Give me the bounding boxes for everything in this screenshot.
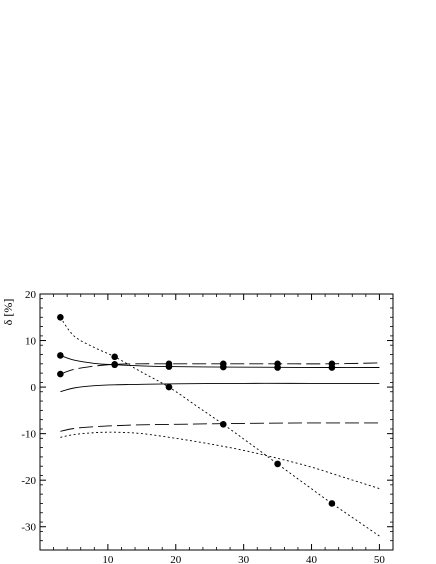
x-tick-label: 40 [306,554,318,564]
y-axis-title: δ [%] [1,299,15,326]
x-tick-label: 10 [102,554,114,564]
x-tick-label: 20 [170,554,182,564]
data-point [165,360,173,368]
data-point [111,360,118,368]
data-point [274,460,281,468]
plot-frame [39,293,394,551]
axis-ticks: 10 20 30 40 50 -30 -20 -10 0 10 20 [21,289,393,564]
data-point [219,421,227,428]
y-tick-label: 10 [25,336,37,348]
series-line-4 [60,382,380,393]
y-tick-label: 0 [31,382,37,394]
data-point [57,313,64,321]
y-tick-label: 20 [25,289,37,301]
data-point [328,500,336,507]
data-point [328,360,336,368]
data-point [274,360,281,368]
series-line-6 [60,431,380,490]
y-tick-label: -10 [21,429,36,441]
data-point [111,353,118,361]
data-point [165,383,173,391]
data-point [57,370,64,378]
y-tick-label: -20 [21,475,36,487]
x-tick-label: 30 [238,554,250,564]
series-line-2 [60,354,380,368]
series-line-5 [60,422,380,432]
data-point [219,360,227,368]
y-tick-label: -30 [21,522,36,534]
data-point [57,352,64,359]
markers-group [57,313,336,507]
x-tick-label: 50 [374,554,386,564]
series-line-3 [60,362,380,375]
